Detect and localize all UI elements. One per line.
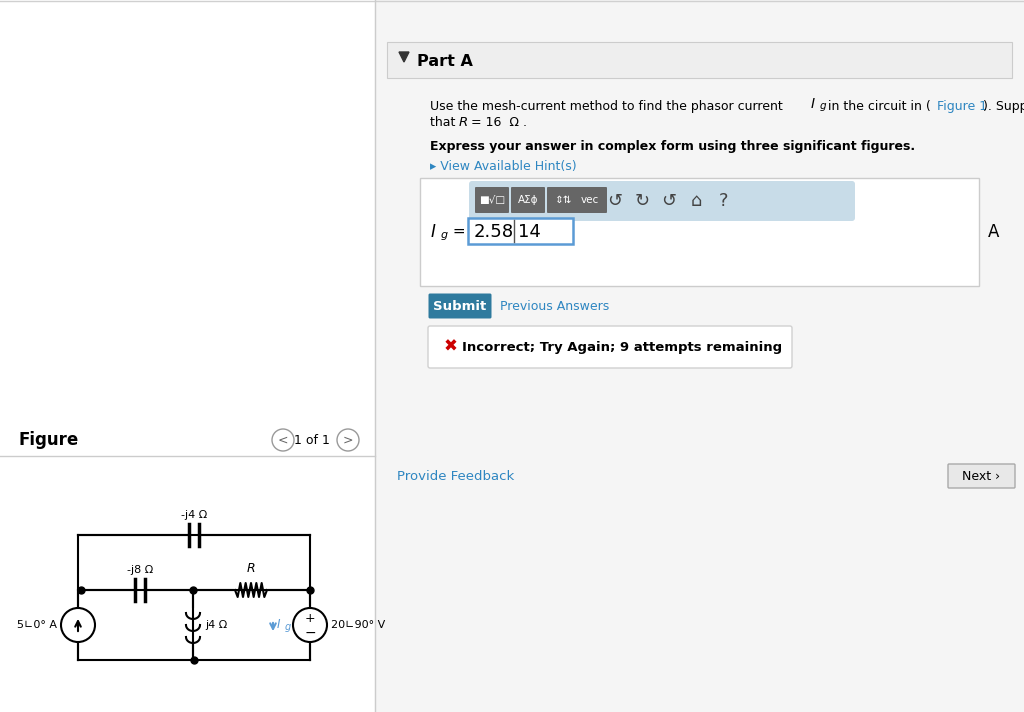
Polygon shape bbox=[399, 52, 409, 62]
Text: ↺: ↺ bbox=[662, 192, 677, 210]
FancyBboxPatch shape bbox=[948, 464, 1015, 488]
Text: $\mathit{g}$: $\mathit{g}$ bbox=[284, 622, 292, 634]
Text: 1 of 1: 1 of 1 bbox=[294, 434, 330, 446]
Text: that: that bbox=[430, 116, 460, 129]
FancyBboxPatch shape bbox=[573, 187, 607, 213]
Text: -j8 Ω: -j8 Ω bbox=[127, 565, 154, 575]
Text: Incorrect; Try Again; 9 attempts remaining: Incorrect; Try Again; 9 attempts remaini… bbox=[462, 340, 782, 353]
Text: Submit: Submit bbox=[433, 300, 486, 313]
Bar bbox=[375, 0, 1024, 712]
Text: >: > bbox=[343, 434, 353, 446]
Text: -j4 Ω: -j4 Ω bbox=[181, 510, 207, 520]
Text: A: A bbox=[988, 223, 999, 241]
Text: ■√□: ■√□ bbox=[479, 195, 505, 205]
Text: ↻: ↻ bbox=[635, 192, 649, 210]
Text: ⌂: ⌂ bbox=[690, 192, 701, 210]
Bar bbox=[387, 42, 1012, 78]
Text: R: R bbox=[247, 562, 255, 575]
Text: $\mathbf{\mathit{I}}$: $\mathbf{\mathit{I}}$ bbox=[810, 97, 816, 111]
Text: vec: vec bbox=[581, 195, 599, 205]
Text: Provide Feedback: Provide Feedback bbox=[397, 469, 514, 483]
Text: Figure 1: Figure 1 bbox=[937, 100, 987, 113]
FancyBboxPatch shape bbox=[547, 187, 581, 213]
Text: $\mathit{g}$: $\mathit{g}$ bbox=[819, 101, 827, 113]
Text: ?: ? bbox=[719, 192, 729, 210]
Text: j4 Ω: j4 Ω bbox=[205, 620, 227, 630]
FancyBboxPatch shape bbox=[428, 293, 492, 318]
Text: 14: 14 bbox=[518, 223, 541, 241]
Text: Next ›: Next › bbox=[962, 469, 1000, 483]
FancyBboxPatch shape bbox=[468, 218, 573, 244]
Text: ↺: ↺ bbox=[607, 192, 623, 210]
Text: 5∟0° A: 5∟0° A bbox=[17, 620, 57, 630]
Circle shape bbox=[272, 429, 294, 451]
FancyBboxPatch shape bbox=[428, 326, 792, 368]
Text: Figure: Figure bbox=[18, 431, 78, 449]
Text: ⇕⇅: ⇕⇅ bbox=[555, 195, 572, 205]
Text: 2.58: 2.58 bbox=[474, 223, 514, 241]
Text: 20∟90° V: 20∟90° V bbox=[331, 620, 385, 630]
Bar bbox=[0, 0, 375, 712]
Circle shape bbox=[337, 429, 359, 451]
Text: ✖: ✖ bbox=[444, 338, 458, 356]
Text: Express your answer in complex form using three significant figures.: Express your answer in complex form usin… bbox=[430, 140, 915, 153]
FancyBboxPatch shape bbox=[420, 178, 979, 286]
Text: in the circuit in (: in the circuit in ( bbox=[824, 100, 931, 113]
Circle shape bbox=[61, 608, 95, 642]
Text: $\mathit{I}$: $\mathit{I}$ bbox=[276, 619, 282, 632]
Text: $\mathit{g}$: $\mathit{g}$ bbox=[440, 230, 449, 242]
Text: +: + bbox=[305, 612, 315, 624]
Text: $\mathit{R}$: $\mathit{R}$ bbox=[458, 116, 468, 129]
Text: ▸ View Available Hint(s): ▸ View Available Hint(s) bbox=[430, 160, 577, 173]
Text: Previous Answers: Previous Answers bbox=[500, 300, 609, 313]
Text: AΣϕ: AΣϕ bbox=[518, 195, 539, 205]
Text: −: − bbox=[304, 626, 315, 640]
Circle shape bbox=[293, 608, 327, 642]
Text: = 16  Ω .: = 16 Ω . bbox=[467, 116, 527, 129]
Text: <: < bbox=[278, 434, 288, 446]
Text: Part A: Part A bbox=[417, 55, 473, 70]
FancyBboxPatch shape bbox=[469, 181, 855, 221]
Text: ). Suppose: ). Suppose bbox=[983, 100, 1024, 113]
FancyBboxPatch shape bbox=[475, 187, 509, 213]
Text: Use the mesh-current method to find the phasor current: Use the mesh-current method to find the … bbox=[430, 100, 786, 113]
Text: =: = bbox=[449, 224, 470, 239]
FancyBboxPatch shape bbox=[511, 187, 545, 213]
Text: $\mathbf{\mathit{I}}$: $\mathbf{\mathit{I}}$ bbox=[430, 223, 436, 241]
